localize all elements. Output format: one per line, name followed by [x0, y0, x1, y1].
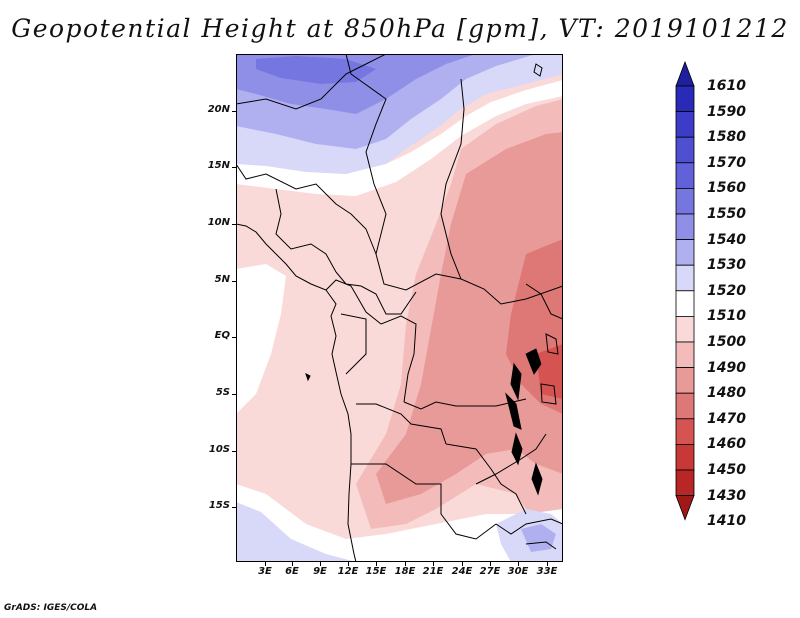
lon-label-24e: 24E — [451, 566, 473, 577]
colorbar-label-1500: 1500 — [707, 334, 746, 350]
lon-tick — [433, 562, 434, 566]
colorbar-box — [675, 392, 695, 420]
field-contour-1530-se — [521, 524, 556, 552]
colorbar-box — [675, 290, 695, 317]
lon-tick — [265, 562, 266, 566]
field-white-north — [236, 80, 563, 196]
colorbar-label-1540: 1540 — [707, 231, 746, 248]
lon-label-33e: 33E — [536, 566, 558, 577]
lon-label-30e: 30E — [507, 566, 529, 577]
lon-tick — [518, 562, 519, 566]
lon-tick — [490, 562, 491, 566]
lon-label-9e: 9E — [313, 566, 327, 577]
colorbar-box — [675, 443, 695, 471]
chart-title: Geopotential Height at 850hPa [gpm], VT:… — [11, 14, 789, 43]
lat-label-5n: 5N — [214, 274, 230, 285]
colorbar-label-1520: 1520 — [707, 282, 746, 299]
lat-tick — [232, 281, 236, 282]
lon-label-18e: 18E — [394, 566, 416, 577]
lat-label-10s: 10S — [208, 444, 230, 455]
lon-label-27e: 27E — [479, 566, 501, 577]
lat-tick — [232, 111, 236, 112]
lon-tick — [547, 562, 548, 566]
colorbar-label-1550: 1550 — [707, 206, 746, 222]
colorbar-label-1470: 1470 — [707, 410, 746, 427]
colorbar-label-1610: 1610 — [707, 78, 746, 94]
lat-tick — [232, 451, 236, 452]
colorbar-box — [675, 136, 695, 164]
colorbar-box — [675, 111, 695, 138]
lon-label-21e: 21E — [422, 566, 444, 577]
field-contour-1520-south — [236, 502, 356, 562]
colorbar-box — [675, 264, 695, 292]
colorbar-box — [675, 187, 695, 215]
colorbar-label-1590: 1590 — [707, 103, 746, 120]
colorbar-box — [675, 418, 695, 445]
colorbar-label-1580: 1580 — [707, 129, 746, 146]
grads-credit: GrADS: IGES/COLA — [4, 603, 98, 613]
lon-label-3e: 3E — [258, 566, 272, 577]
colorbar-bottom-arrow — [675, 495, 695, 521]
colorbar-label-1410: 1410 — [707, 513, 746, 530]
colorbar-top-arrow — [675, 60, 695, 87]
lat-label-15n: 15N — [207, 160, 230, 171]
lon-tick — [462, 562, 463, 566]
colorbar-label-1460: 1460 — [707, 436, 746, 453]
colorbar-label-1480: 1480 — [707, 385, 746, 402]
colorbar-box — [675, 213, 695, 241]
lat-tick — [232, 394, 236, 395]
field-contour-1560 — [256, 56, 376, 84]
field-white-atlantic — [236, 264, 286, 414]
lon-label-15e: 15E — [365, 566, 387, 577]
colorbar-label-1530: 1530 — [707, 257, 746, 274]
colorbar-box — [675, 341, 695, 369]
lat-tick — [232, 337, 236, 338]
lon-label-6e: 6E — [285, 566, 299, 577]
colorbar-label-1570: 1570 — [707, 154, 746, 171]
map-panel — [236, 54, 563, 562]
colorbar-label-1450: 1450 — [707, 462, 746, 478]
colorbar-box — [675, 367, 695, 394]
colorbar-box — [675, 315, 695, 343]
lon-label-12e: 12E — [337, 566, 359, 577]
lon-tick — [320, 562, 321, 566]
lat-tick — [232, 507, 236, 508]
colorbar-box — [675, 162, 695, 189]
coastline-borders — [236, 54, 563, 562]
lat-tick — [232, 224, 236, 225]
colorbar-box — [675, 469, 695, 497]
lat-label-10n: 10N — [207, 217, 230, 228]
lat-label-15s: 15S — [208, 500, 230, 511]
lat-tick — [232, 167, 236, 168]
field-white-south — [236, 484, 563, 562]
colorbar-box — [675, 239, 695, 266]
colorbar-label-1510: 1510 — [707, 308, 746, 325]
lat-label-20n: 20N — [207, 104, 230, 115]
lon-tick — [292, 562, 293, 566]
lon-tick — [405, 562, 406, 566]
colorbar-label-1560: 1560 — [707, 180, 746, 197]
lat-label-eq: EQ — [214, 330, 230, 341]
colorbar-label-1430: 1430 — [707, 487, 746, 504]
lat-label-5s: 5S — [215, 387, 230, 398]
colorbar-label-1490: 1490 — [707, 359, 746, 376]
field-contour-1460 — [536, 344, 563, 399]
colorbar-box — [675, 85, 695, 113]
lon-tick — [376, 562, 377, 566]
lon-tick — [348, 562, 349, 566]
colorbar — [675, 60, 695, 521]
